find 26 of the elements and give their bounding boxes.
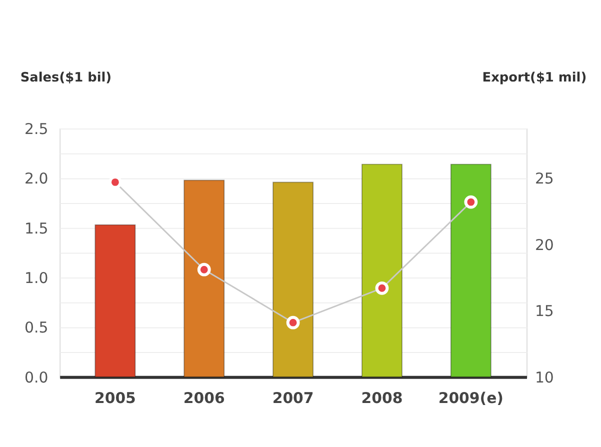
y2-tick-label: 15	[534, 302, 554, 320]
y-tick-label: 1.0	[24, 269, 48, 288]
bar	[450, 164, 492, 378]
x-tick-label: 2006	[183, 389, 225, 408]
bar	[94, 224, 136, 378]
y-tick-label: 0.0	[24, 368, 48, 386]
x-tick-label: 2008	[361, 389, 403, 408]
point	[286, 316, 300, 330]
y-tick-label: 1.5	[24, 219, 48, 238]
y-tick-label: 2.5	[24, 120, 48, 138]
point	[464, 195, 478, 209]
y2-tick-label: 10	[534, 368, 554, 386]
bar	[184, 180, 225, 378]
y-tick-label: 2.0	[24, 170, 48, 188]
point	[375, 281, 389, 295]
x-tick-label: 2007	[272, 389, 314, 408]
bar	[361, 164, 402, 378]
y-tick-label: 0.5	[24, 318, 48, 337]
y-axis-title: Sales($1 bil)	[20, 70, 112, 86]
point	[197, 262, 211, 276]
y2-tick-label: 20	[534, 236, 554, 254]
x-tick-label: 2009(e)	[438, 389, 504, 408]
y2-tick-label: 25	[534, 170, 554, 188]
bar	[272, 182, 314, 378]
x-tick-label: 2005	[94, 389, 136, 408]
y2-axis-title: Export($1 mil)	[482, 70, 587, 86]
